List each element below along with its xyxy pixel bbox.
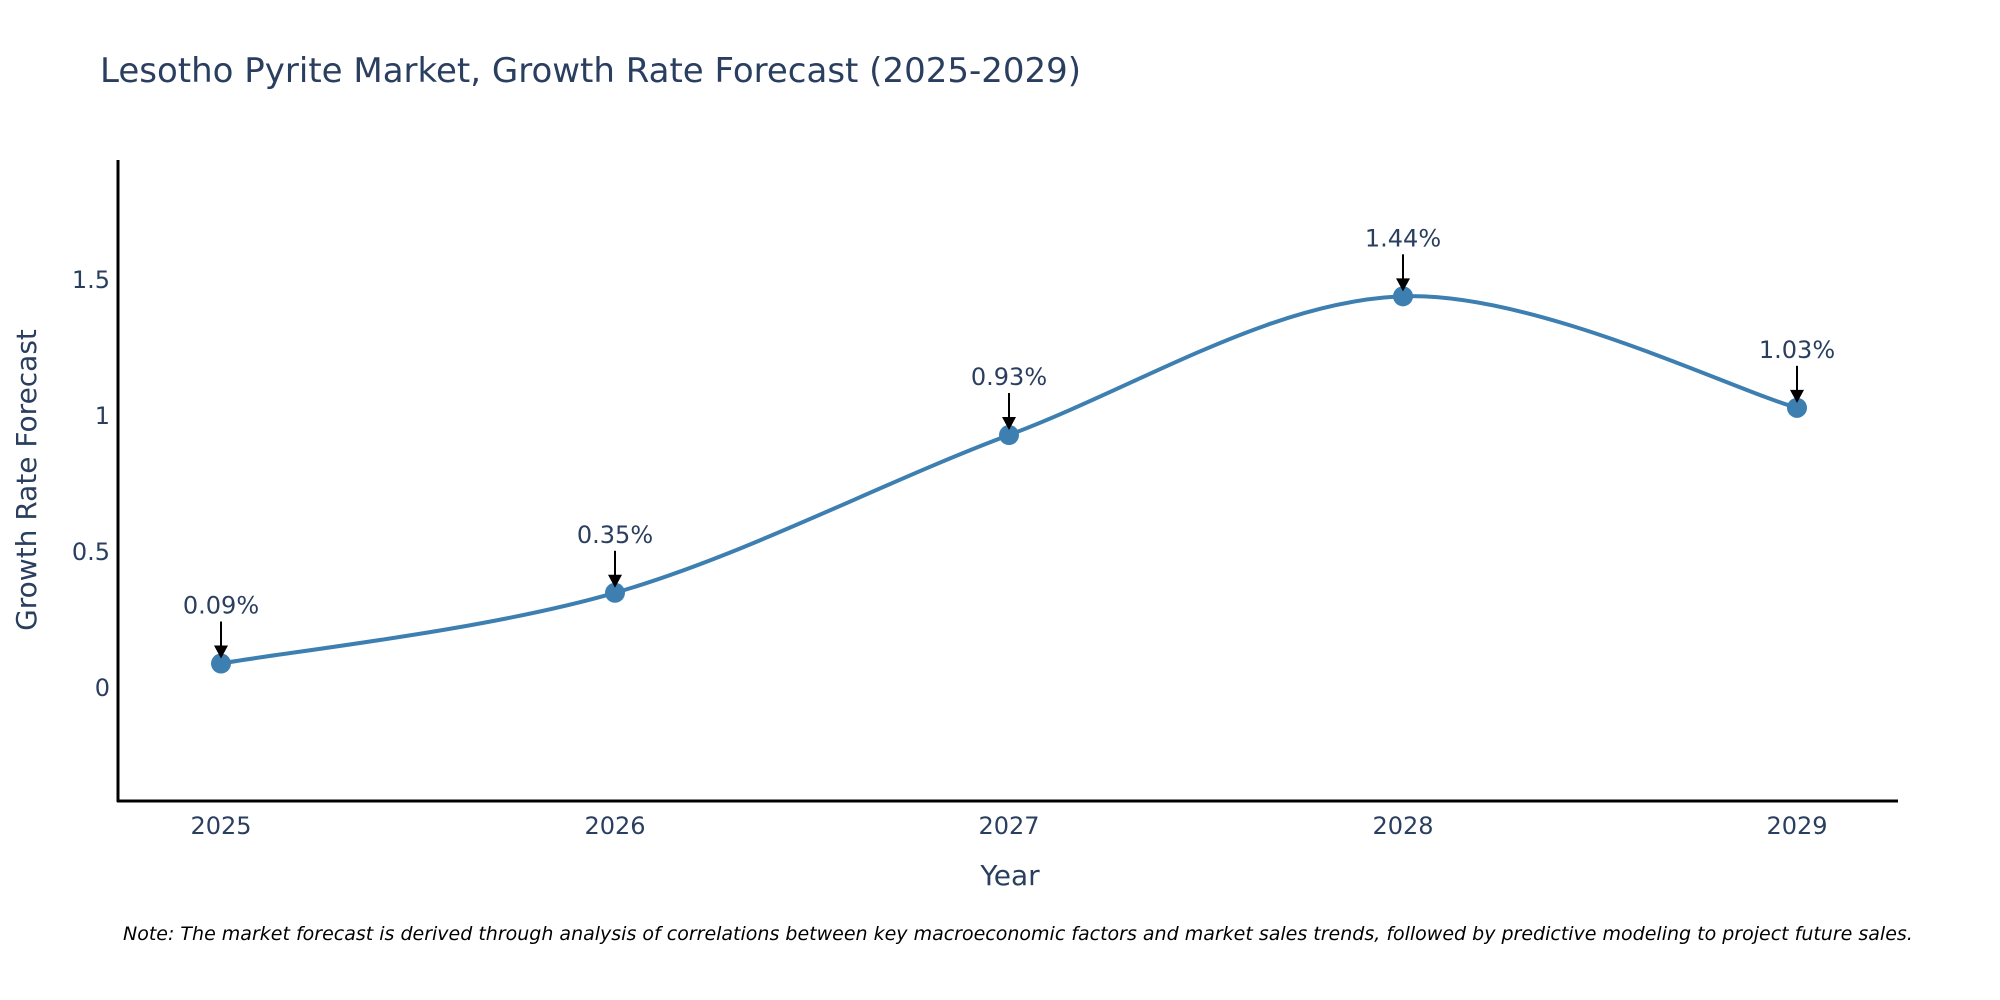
x-tick-label: 2029 (1766, 812, 1827, 840)
chart-title: Lesotho Pyrite Market, Growth Rate Forec… (100, 51, 1081, 91)
data-label: 0.93% (971, 363, 1047, 391)
data-point[interactable] (211, 653, 231, 674)
x-tick-label: 2025 (190, 812, 251, 840)
arrow-head-icon (214, 645, 228, 659)
data-point[interactable] (605, 582, 625, 603)
y-tick-label: 0.5 (72, 538, 110, 566)
data-point[interactable] (1787, 397, 1807, 418)
data-label: 1.03% (1759, 336, 1835, 364)
data-point[interactable] (1393, 286, 1413, 307)
y-tick-label: 0 (95, 674, 110, 702)
y-axis-ticks: 0 0.5 1 1.5 (72, 266, 110, 702)
plot-area: 0.09% 0.35% 0.93% 1.44% 1.03% (183, 224, 1835, 674)
x-axis-title: Year (979, 859, 1040, 892)
x-tick-label: 2028 (1372, 812, 1433, 840)
y-tick-label: 1.5 (72, 266, 110, 294)
data-point[interactable] (999, 425, 1019, 446)
data-label: 0.35% (577, 521, 653, 549)
data-label: 0.09% (183, 592, 259, 620)
x-tick-label: 2027 (978, 812, 1039, 840)
arrow-head-icon (1396, 278, 1410, 292)
arrow-head-icon (1790, 389, 1804, 403)
x-axis-ticks: 2025 2026 2027 2028 2029 (190, 812, 1827, 840)
x-tick-label: 2026 (584, 812, 645, 840)
footnote: Note: The market forecast is derived thr… (123, 923, 1913, 945)
data-label: 1.44% (1365, 224, 1441, 252)
arrow-head-icon (1002, 417, 1016, 431)
series-line (220, 294, 1798, 666)
y-tick-label: 1 (95, 402, 110, 430)
y-axis-title: Growth Rate Forecast (10, 329, 43, 631)
arrow-head-icon (608, 574, 622, 588)
